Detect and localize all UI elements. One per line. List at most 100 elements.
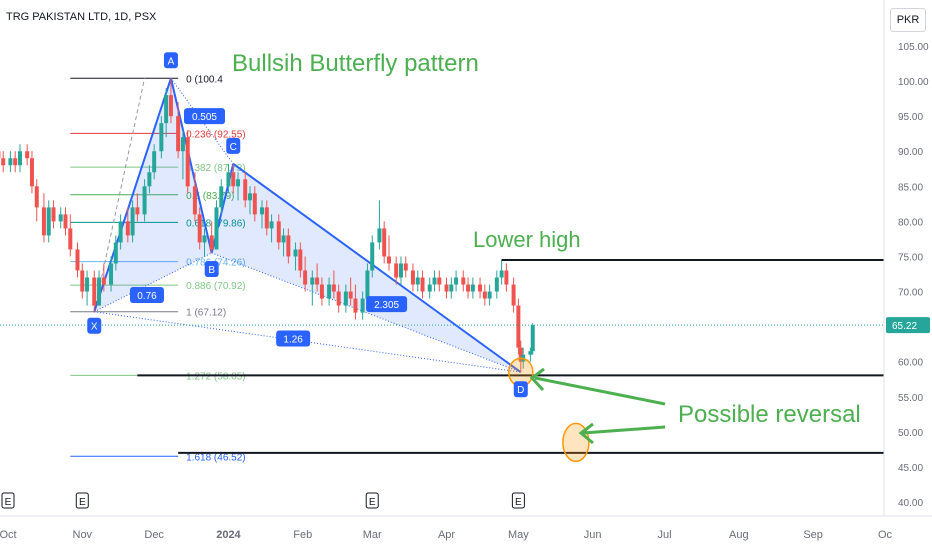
y-tick-label: 55.00 (898, 393, 923, 404)
candle-body (494, 277, 499, 292)
last-price-badge (886, 317, 930, 334)
candle-body (63, 214, 68, 229)
x-tick-label: May (508, 529, 529, 541)
candle-body (432, 277, 437, 285)
fib-level-label: 0 (100.4 (186, 74, 223, 85)
candle-body (343, 291, 348, 306)
candle-body (152, 151, 157, 173)
candle-body (118, 221, 123, 243)
candle-body (130, 207, 135, 236)
earnings-marker (75, 492, 89, 509)
y-tick-label: 75.00 (898, 252, 923, 263)
candle-body (29, 158, 34, 187)
candle-body (75, 249, 80, 271)
candle-body (348, 291, 353, 299)
x-tick-label: Jul (658, 529, 672, 541)
candle-body (1, 158, 6, 166)
candle-body (530, 325, 535, 352)
annotation-lower-high: Lower high (473, 227, 581, 252)
candle-body (327, 284, 332, 299)
currency-button[interactable]: PKR (890, 8, 926, 32)
candle-body (248, 193, 253, 201)
pattern-triangle-xab (94, 78, 212, 312)
candle-body (113, 242, 118, 264)
chart-title: TRG PAKISTAN LTD, 1D, PSX (6, 11, 157, 23)
earnings-marker (1, 492, 15, 509)
candle-body (97, 277, 102, 306)
y-tick-label: 80.00 (898, 217, 923, 228)
candle-body (252, 193, 257, 215)
candle-body (159, 123, 164, 152)
x-tick-label: Dec (144, 529, 164, 541)
candle-body (80, 270, 85, 292)
candle-body (180, 137, 185, 152)
candle-body (142, 186, 147, 215)
arrow-shaft (582, 425, 666, 435)
candle-body (68, 228, 73, 250)
candle-body (454, 277, 459, 285)
earnings-marker-label: E (5, 497, 12, 508)
point-label-c: C (230, 142, 237, 153)
pattern-title: Bullsih Butterfly pattern (232, 50, 479, 77)
candle-body (466, 284, 471, 292)
candle-body (444, 284, 449, 292)
fib-trend-line (93, 78, 146, 312)
candle-body (370, 242, 375, 271)
point-label-x: X (91, 322, 98, 333)
candle-body (276, 221, 281, 243)
y-tick-label: 90.00 (898, 147, 923, 158)
candle-body (461, 277, 466, 285)
arrow-shaft (534, 376, 666, 406)
earnings-marker-label: E (515, 497, 522, 508)
ratio-label-bg (276, 330, 311, 347)
fib-level-label: 0.382 (87.73) (186, 163, 246, 174)
candle-body (176, 116, 181, 152)
candle-body (243, 179, 248, 201)
candle-body (192, 186, 197, 215)
x-tick-label: Nov (73, 529, 93, 541)
fib-level-label: 1 (67.12) (186, 308, 226, 319)
candlestick-series (0, 78, 535, 373)
candle-body (365, 270, 370, 299)
candle-body (51, 207, 56, 222)
candle-body (281, 235, 286, 243)
point-label-d: D (517, 385, 524, 396)
candle-body (487, 291, 492, 299)
point-label-a-bg (163, 52, 178, 69)
x-tick-label: Oc (878, 529, 893, 541)
ratio-label: 1.26 (283, 335, 303, 346)
candle-body (518, 347, 523, 362)
candle-body (331, 284, 336, 292)
candle-body (403, 263, 408, 271)
candle-body (516, 305, 521, 348)
point-label-x-bg (87, 317, 102, 334)
candle-body (109, 263, 114, 285)
candle-body (185, 137, 190, 187)
pattern-ratio-line (94, 252, 212, 313)
y-tick-label: 100.00 (898, 77, 929, 88)
fib-level-label: 1.618 (46.52) (186, 452, 246, 463)
candle-body (34, 186, 39, 208)
ratio-label-bg (366, 296, 408, 313)
candle-body (353, 298, 358, 313)
candle-body (13, 158, 18, 166)
candle-body (25, 151, 30, 159)
earnings-marker-label: E (369, 497, 376, 508)
candle-body (264, 207, 269, 229)
candle-body (202, 235, 207, 243)
y-tick-label: 105.00 (898, 42, 929, 53)
candle-body (420, 277, 425, 292)
candle-body (427, 284, 432, 292)
y-tick-label: 50.00 (898, 428, 923, 439)
candle-body (231, 172, 236, 187)
candle-body (135, 207, 140, 215)
candle-body (8, 158, 13, 166)
fibonacci-levels: 0 (100.4 0.236 (92.55) 0.382 (87.73) 0.5 (8… (70, 74, 246, 463)
candle-body (377, 228, 382, 243)
candle-body (382, 228, 387, 257)
candle-body (528, 351, 533, 355)
earnings-marker (365, 492, 379, 509)
candle-body (197, 214, 202, 243)
candle-body (499, 270, 504, 278)
